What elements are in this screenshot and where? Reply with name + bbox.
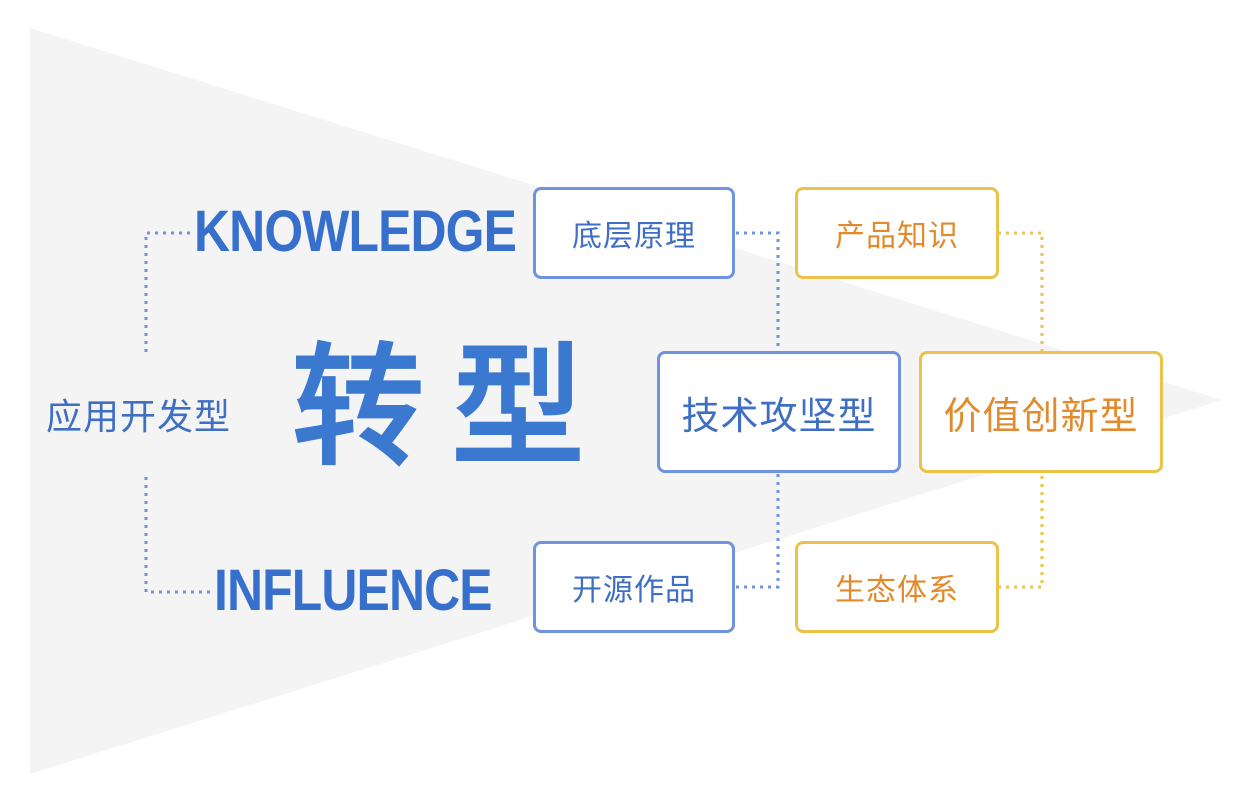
orange-connectors	[998, 231, 1044, 589]
connector-ecosystem-value	[998, 472, 1044, 589]
open-source-works-label: 开源作品	[572, 573, 696, 608]
transform-title-char-2: 型	[452, 330, 584, 485]
value-innovation-type-label: 价值创新型	[943, 393, 1139, 438]
product-knowledge-label: 产品知识	[835, 219, 959, 254]
open-source-works-box: 开源作品	[533, 541, 735, 633]
connector-influence-left	[144, 472, 210, 594]
transform-title-char-1: 转	[292, 330, 424, 485]
connector-opensource-tech	[736, 472, 780, 589]
funnel-shape	[30, 28, 1222, 774]
underlying-principles-box: 底层原理	[533, 187, 735, 279]
tech-breakthrough-type-label: 技术攻坚型	[681, 393, 877, 438]
knowledge-title: KNOWLEDGE	[194, 199, 517, 264]
app-development-type-label: 应用开发型	[46, 397, 232, 438]
connector-principle-tech	[736, 231, 780, 352]
value-innovation-type-box: 价值创新型	[919, 351, 1163, 473]
influence-title: INFLUENCE	[214, 558, 493, 623]
product-knowledge-box: 产品知识	[795, 187, 999, 279]
left-bracket-connectors	[144, 231, 210, 594]
tech-breakthrough-type-box: 技术攻坚型	[657, 351, 901, 473]
ecosystem-label: 生态体系	[835, 573, 959, 608]
blue-connectors	[736, 231, 780, 589]
ecosystem-box: 生态体系	[795, 541, 999, 633]
underlying-principles-label: 底层原理	[572, 219, 696, 254]
